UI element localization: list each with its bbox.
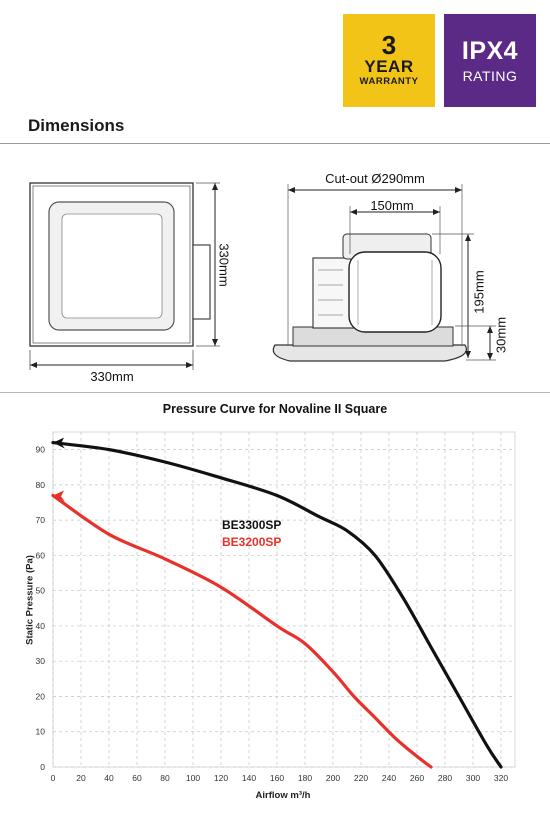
total-height-label: 195mm [471, 270, 486, 313]
series-line-be3300sp [51, 441, 503, 769]
x-tick-label: 80 [160, 773, 170, 783]
x-tick-label: 280 [438, 773, 452, 783]
ipx4-rating-badge: IPX4 RATING [444, 14, 536, 107]
chart-legend: BE3300SP BE3200SP [222, 518, 281, 549]
rating-code: IPX4 [461, 36, 519, 65]
y-tick-label: 20 [36, 691, 46, 701]
x-tick-label: 100 [186, 773, 200, 783]
warranty-badge: 3 YEAR WARRANTY [343, 14, 435, 107]
x-tick-label: 200 [326, 773, 340, 783]
y-tick-label: 0 [40, 762, 45, 772]
x-tick-label: 240 [382, 773, 396, 783]
x-tick-label: 220 [354, 773, 368, 783]
y-tick-label: 30 [36, 656, 46, 666]
pressure-curve-chart: 0 20 40 60 80 100 120 140 160 180 200 220 240 260 280 3… [25, 431, 516, 801]
x-tick-label: 320 [494, 773, 508, 783]
x-tick-label: 120 [214, 773, 228, 783]
front-height-label: 330mm [217, 243, 232, 286]
y-tick-label: 10 [36, 727, 46, 737]
x-tick-label: 40 [104, 773, 114, 783]
warranty-year-label: YEAR [364, 57, 414, 76]
chart-axes: 0 20 40 60 80 100 120 140 160 180 200 220 240 260 280 3… [36, 445, 509, 783]
dimensions-divider [0, 143, 550, 144]
chart-title: Pressure Curve for Novaline II Square [162, 402, 388, 416]
rating-label: RATING [462, 67, 518, 84]
flange-height-label: 30mm [493, 317, 508, 353]
series-arrow-be3300sp [53, 437, 65, 449]
y-tick-label: 70 [36, 515, 46, 525]
warranty-number: 3 [381, 30, 397, 60]
x-tick-label: 260 [410, 773, 424, 783]
y-tick-label: 60 [36, 550, 46, 560]
x-tick-label: 140 [242, 773, 256, 783]
x-axis-title: Airflow m³/h [256, 790, 311, 801]
duct-diameter-label: 150mm [370, 198, 413, 213]
y-tick-label: 80 [36, 480, 46, 490]
x-tick-label: 0 [51, 773, 56, 783]
y-tick-label: 90 [36, 445, 46, 455]
y-axis-title: Static Pressure (Pa) [25, 555, 36, 645]
y-tick-label: 50 [36, 586, 46, 596]
chart-series [51, 437, 503, 769]
series-line-be3200sp [51, 493, 433, 769]
dimensions-title: Dimensions [28, 116, 125, 135]
legend-label-be3200sp: BE3200SP [222, 535, 281, 549]
side-view-drawing [272, 184, 496, 362]
x-tick-label: 20 [76, 773, 86, 783]
section-divider [0, 392, 550, 393]
plot-frame [52, 431, 516, 768]
x-tick-label: 180 [298, 773, 312, 783]
chart-grid [52, 431, 516, 768]
y-tick-label: 40 [36, 621, 46, 631]
front-width-label: 330mm [90, 369, 133, 384]
x-tick-label: 300 [466, 773, 480, 783]
legend-label-be3300sp: BE3300SP [222, 518, 281, 532]
cutout-label: Cut-out Ø290mm [325, 171, 425, 186]
x-tick-label: 160 [270, 773, 284, 783]
x-tick-label: 60 [132, 773, 142, 783]
front-view-drawing [29, 182, 220, 370]
series-arrow-be3200sp [53, 490, 65, 502]
dimension-drawings: 330mm 330mm Cut-out Ø290mm 150mm 195mm 3… [29, 171, 508, 384]
warranty-label: WARRANTY [359, 76, 419, 87]
